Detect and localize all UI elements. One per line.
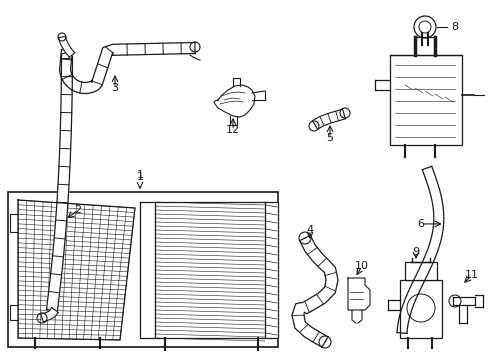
Text: 6: 6: [417, 219, 424, 229]
Polygon shape: [292, 235, 338, 347]
Bar: [8, 192, 278, 347]
Polygon shape: [59, 36, 75, 57]
Polygon shape: [41, 307, 58, 322]
Polygon shape: [348, 278, 370, 310]
Polygon shape: [214, 85, 255, 117]
Polygon shape: [18, 200, 135, 340]
Text: 1: 1: [137, 170, 144, 180]
Polygon shape: [397, 166, 444, 333]
Polygon shape: [47, 42, 195, 311]
Bar: [390, 55, 462, 145]
Polygon shape: [313, 109, 345, 129]
Text: 8: 8: [451, 22, 458, 32]
Text: 3: 3: [112, 83, 119, 93]
Text: 10: 10: [355, 261, 369, 271]
Text: 7: 7: [488, 90, 490, 100]
Text: 1: 1: [137, 172, 144, 182]
Text: 2: 2: [74, 205, 81, 215]
Text: 11: 11: [465, 270, 479, 280]
Text: 4: 4: [306, 225, 314, 235]
Text: 9: 9: [413, 247, 419, 257]
Polygon shape: [265, 202, 278, 338]
Bar: [405, 262, 437, 280]
Polygon shape: [140, 202, 155, 338]
Text: 12: 12: [226, 125, 240, 135]
Bar: [400, 280, 442, 338]
Text: 5: 5: [326, 133, 334, 143]
